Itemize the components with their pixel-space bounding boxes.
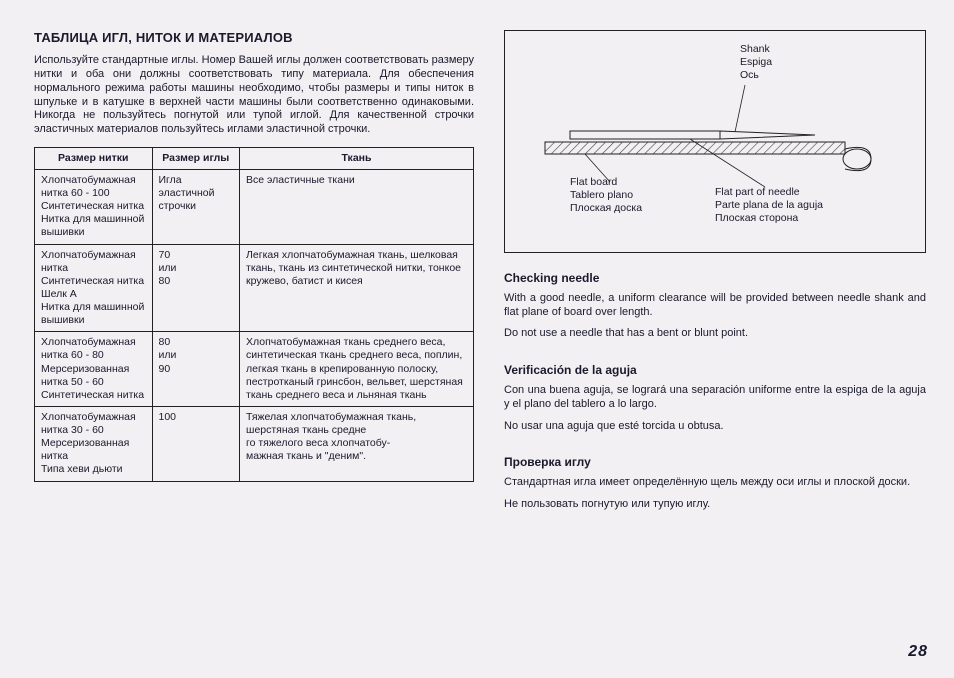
heading-ru: Проверка иглу xyxy=(504,455,926,470)
cell-needle: 100 xyxy=(152,406,240,481)
header-needle: Размер иглы xyxy=(152,147,240,169)
needle-diagram: Shank Espiga Ось Flat board Tablero plan… xyxy=(504,30,926,253)
label-board-ru: Плоская доска xyxy=(570,202,642,214)
section-ru: Проверка иглу Стандартная игла имеет опр… xyxy=(504,455,926,512)
page-number: 28 xyxy=(908,642,928,662)
table-header-row: Размер нитки Размер иглы Ткань xyxy=(35,147,474,169)
header-fabric: Ткань xyxy=(240,147,474,169)
diagram-svg: Shank Espiga Ось Flat board Tablero plan… xyxy=(515,37,915,237)
label-board-es: Tablero plano xyxy=(570,189,633,201)
header-thread: Размер нитки xyxy=(35,147,153,169)
para: Не пользовать погнутую или тупую иглу. xyxy=(504,498,926,512)
label-flat-en: Flat part of needle xyxy=(715,186,800,198)
intro-paragraph: Используйте стандартные иглы. Номер Ваше… xyxy=(34,54,474,137)
label-shank-es: Espiga xyxy=(740,56,772,68)
cell-fabric: Тяжелая хлопчатобумажная ткань, шерстяна… xyxy=(240,406,474,481)
para: No usar una aguja que esté torcida u obt… xyxy=(504,420,926,434)
cell-thread: Хлопчатобумажная нитка 60 - 80Мерсеризов… xyxy=(35,332,153,407)
cell-thread: Хлопчатобумажная нитка 30 - 60Мерсеризов… xyxy=(35,406,153,481)
label-shank-en: Shank xyxy=(740,43,771,55)
section-es: Verificación de la aguja Con una buena a… xyxy=(504,363,926,433)
cell-thread: Хлопчатобумажная ниткаСинтетическая нитк… xyxy=(35,244,153,332)
label-flat-es: Parte plana de la aguja xyxy=(715,199,823,211)
page-root: ТАБЛИЦА ИГЛ, НИТОК И МАТЕРИАЛОВ Использу… xyxy=(0,0,954,554)
table-row: Хлопчатобумажная нитка 30 - 60Мерсеризов… xyxy=(35,406,474,481)
cell-needle: 80или90 xyxy=(152,332,240,407)
cell-fabric: Хлопчатобумажная ткань среднего веса, си… xyxy=(240,332,474,407)
para: Стандартная игла имеет определённую щель… xyxy=(504,476,926,490)
cell-needle: 70или80 xyxy=(152,244,240,332)
para: Con una buena aguja, se logrará una sepa… xyxy=(504,384,926,412)
heading-es: Verificación de la aguja xyxy=(504,363,926,378)
page-title: ТАБЛИЦА ИГЛ, НИТОК И МАТЕРИАЛОВ xyxy=(34,30,474,46)
table-row: Хлопчатобумажная нитка 60 - 80Мерсеризов… xyxy=(35,332,474,407)
label-board-en: Flat board xyxy=(570,176,617,188)
cell-needle: Игла эластичной строчки xyxy=(152,169,240,244)
label-shank-ru: Ось xyxy=(740,69,759,81)
cell-fabric: Легкая хлопчатобумажная ткань, шелковая … xyxy=(240,244,474,332)
label-flat-ru: Плоская сторона xyxy=(715,212,798,224)
para: With a good needle, a uniform clearance … xyxy=(504,292,926,320)
para: Do not use a needle that has a bent or b… xyxy=(504,327,926,341)
heading-en: Checking needle xyxy=(504,271,926,286)
right-column: Shank Espiga Ось Flat board Tablero plan… xyxy=(504,30,926,534)
needle-table: Размер нитки Размер иглы Ткань Хлопчатоб… xyxy=(34,147,474,482)
section-en: Checking needle With a good needle, a un… xyxy=(504,271,926,341)
table-row: Хлопчатобумажная ниткаСинтетическая нитк… xyxy=(35,244,474,332)
cell-fabric: Все эластичные ткани xyxy=(240,169,474,244)
left-column: ТАБЛИЦА ИГЛ, НИТОК И МАТЕРИАЛОВ Использу… xyxy=(34,30,474,534)
table-row: Хлопчатобумажная нитка 60 - 100Синтетиче… xyxy=(35,169,474,244)
cell-thread: Хлопчатобумажная нитка 60 - 100Синтетиче… xyxy=(35,169,153,244)
